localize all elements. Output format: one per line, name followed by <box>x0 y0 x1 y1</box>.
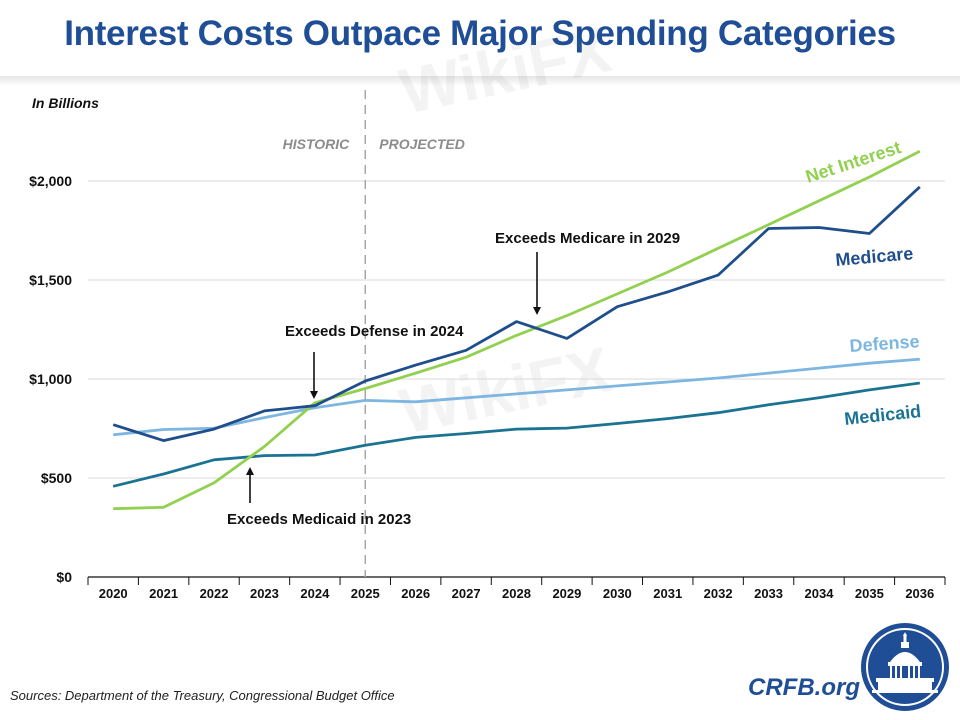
x-tick-label: 2033 <box>754 586 783 601</box>
x-tick-label: 2022 <box>200 586 229 601</box>
gridlines <box>88 180 945 479</box>
title-divider <box>0 76 960 86</box>
series-label-net-interest: Net Interest <box>803 137 903 187</box>
x-tick-label: 2021 <box>149 586 178 601</box>
x-tick-label: 2030 <box>603 586 632 601</box>
y-tick-label: $1,000 <box>29 371 72 387</box>
watermark-text: WikiFX <box>394 13 617 128</box>
x-tick-label: 2036 <box>905 586 934 601</box>
y-tick-label: $1,500 <box>29 272 72 288</box>
series-label-medicaid: Medicaid <box>843 401 922 429</box>
x-tick-label: 2031 <box>653 586 682 601</box>
crfb-capitol-seal-logo <box>861 623 949 711</box>
x-tick-label: 2029 <box>552 586 581 601</box>
x-tick-label: 2026 <box>401 586 430 601</box>
y-tick-label: $500 <box>41 470 72 486</box>
y-tick-label: $2,000 <box>29 173 72 189</box>
x-tick-label: 2024 <box>300 586 330 601</box>
x-tick-label: 2025 <box>351 586 380 601</box>
annotation-text: Exceeds Defense in 2024 <box>285 323 464 340</box>
x-tick-label: 2027 <box>452 586 481 601</box>
annotation-text: Exceeds Medicare in 2029 <box>495 230 680 247</box>
series-lines <box>112 150 921 511</box>
series-line-defense <box>113 357 920 437</box>
x-tick-label: 2032 <box>704 586 733 601</box>
axes: $0 $500 $1,000 $1,500 $2,000 In Billions 2020 2… <box>29 95 946 601</box>
x-tick-label: 2035 <box>855 586 884 601</box>
x-tick-label: 2020 <box>99 586 128 601</box>
series-line-net-interest <box>113 150 921 511</box>
historic-label: HISTORIC <box>283 136 351 152</box>
source-note: Sources: Department of the Treasury, Con… <box>10 688 395 703</box>
series-label-medicare: Medicare <box>835 243 914 270</box>
x-tick-label: 2034 <box>805 586 835 601</box>
y-axis-label: In Billions <box>32 95 99 111</box>
series-line-medicare <box>112 185 921 443</box>
x-tick-label: 2028 <box>502 586 531 601</box>
series-label-defense: Defense <box>849 331 920 356</box>
annotations: Exceeds Medicare in 2029 Exceeds Defense … <box>227 230 680 528</box>
projected-label: PROJECTED <box>379 136 465 152</box>
chart-title: Interest Costs Outpace Major Spending Ca… <box>64 14 896 53</box>
site-link[interactable]: CRFB.org <box>748 674 860 701</box>
period-divider: HISTORIC PROJECTED <box>283 90 465 577</box>
y-tick-label: $0 <box>56 569 72 585</box>
annotation-text: Exceeds Medicaid in 2023 <box>227 511 411 528</box>
x-tick-label: 2023 <box>250 586 279 601</box>
